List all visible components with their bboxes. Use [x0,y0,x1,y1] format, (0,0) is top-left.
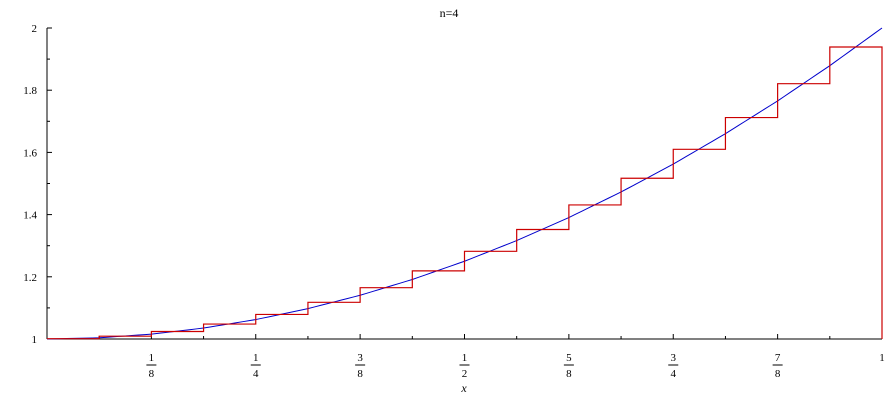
x-tick-denominator: 8 [566,368,572,380]
x-axis-label: x [460,381,467,395]
y-axis-ticks: 1 1.2 1.4 1.6 1.8 2 [23,23,52,346]
x-axis-ticks: 1 8 1 4 3 8 1 2 5 8 3 4 7 8 1 [98,334,885,380]
x-tick-denominator: 8 [357,368,363,380]
x-tick-numerator: 1 [462,352,468,364]
y-tick-label: 1 [32,334,38,346]
curve-line [46,27,883,340]
y-tick-label: 2 [32,23,38,35]
step-approximation [47,46,883,340]
x-tick-numerator: 3 [357,352,363,364]
x-tick-numerator: 1 [149,352,155,364]
chart-title: n=4 [440,6,459,20]
step-line [47,46,883,340]
x-tick-denominator: 8 [149,368,155,380]
y-tick-label: 1.2 [23,272,37,284]
x-tick-denominator: 8 [775,368,781,380]
x-tick-numerator: 1 [253,352,259,364]
y-tick-label: 1.8 [23,85,37,97]
x-tick-numerator: 7 [775,352,781,364]
function-curve [46,27,883,340]
x-tick-denominator: 4 [671,368,677,380]
x-tick-numerator: 1 [879,352,885,364]
plot-area [46,27,883,340]
x-tick-denominator: 2 [462,368,468,380]
y-tick-label: 1.4 [23,210,37,222]
x-tick-denominator: 4 [253,368,259,380]
y-tick-label: 1.6 [23,147,37,159]
x-tick-numerator: 5 [566,352,572,364]
x-tick-numerator: 3 [671,352,677,364]
